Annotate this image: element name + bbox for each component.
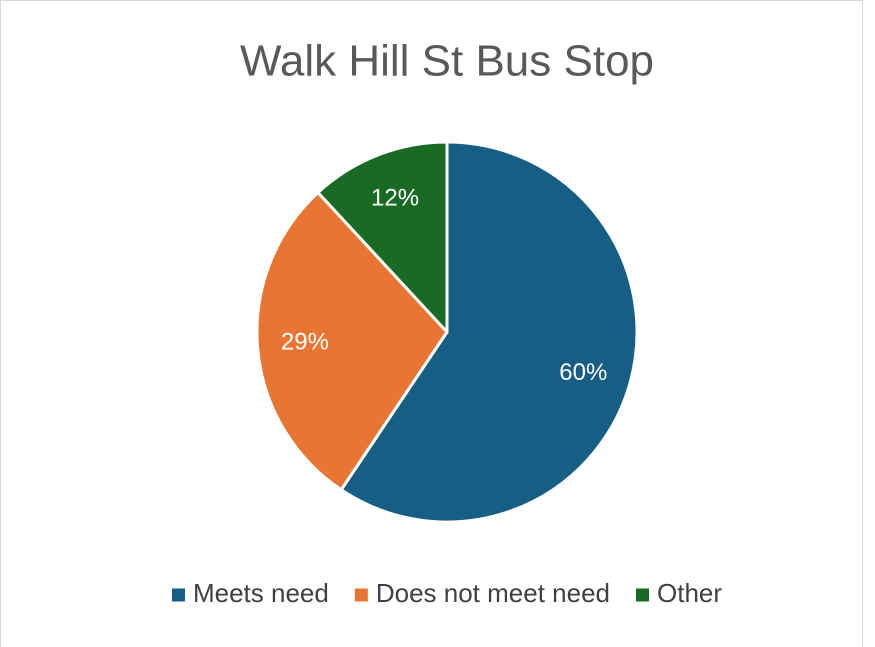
legend-swatch — [636, 588, 649, 602]
legend-swatch — [354, 588, 368, 602]
legend-label: Other — [657, 578, 722, 608]
data-label: 12% — [371, 185, 419, 212]
pie-slice — [255, 191, 449, 492]
data-label: 29% — [281, 328, 329, 355]
pie-slice — [316, 140, 449, 334]
pie-slice — [339, 140, 639, 524]
chart-title: Walk Hill St Bus Stop — [240, 37, 654, 86]
data-label: 60% — [559, 359, 607, 386]
legend-label: Does not meet need — [376, 578, 610, 608]
legend-label: Meets need — [193, 578, 329, 608]
legend-swatch — [171, 588, 185, 602]
